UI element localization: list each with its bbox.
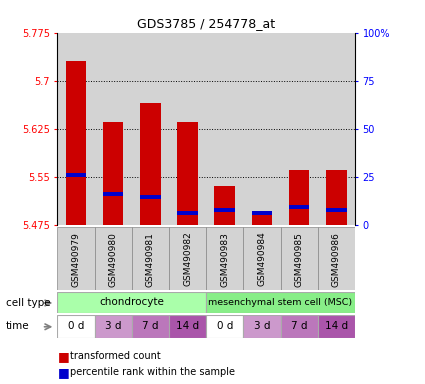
Bar [140,195,161,199]
Bar [317,315,355,338]
Text: 0 d: 0 d [68,321,84,331]
Bar [280,315,317,338]
Text: ■: ■ [57,350,69,363]
Bar [215,208,235,212]
Bar [57,315,94,338]
Bar [243,315,280,338]
Bar [326,170,346,225]
Bar [94,315,132,338]
Bar [326,208,346,212]
Bar [252,211,272,215]
Text: cell type: cell type [6,298,50,308]
Text: GSM490982: GSM490982 [183,232,192,286]
Text: chondrocyte: chondrocyte [99,297,164,308]
Bar [94,227,132,290]
Bar [94,33,132,225]
Bar [103,122,123,225]
Bar [57,33,94,225]
Bar [206,292,355,313]
Text: time: time [6,321,29,331]
Bar [132,315,169,338]
Bar [177,122,198,225]
Text: transformed count: transformed count [70,351,161,361]
Bar [132,227,169,290]
Bar [243,227,280,290]
Text: GSM490981: GSM490981 [146,232,155,286]
Text: ■: ■ [57,366,69,379]
Title: GDS3785 / 254778_at: GDS3785 / 254778_at [137,17,275,30]
Bar [243,33,280,225]
Bar [169,227,206,290]
Bar [280,33,317,225]
Text: GSM490979: GSM490979 [71,232,80,286]
Bar [289,205,309,209]
Text: 3 d: 3 d [105,321,122,331]
Text: percentile rank within the sample: percentile rank within the sample [70,367,235,377]
Bar [280,227,317,290]
Bar [206,33,243,225]
Bar [57,227,94,290]
Bar [66,173,86,177]
Text: mesenchymal stem cell (MSC): mesenchymal stem cell (MSC) [208,298,353,307]
Bar [66,61,86,225]
Bar [206,315,243,338]
Bar [317,33,355,225]
Bar [132,33,169,225]
Bar [169,315,206,338]
Bar [206,227,243,290]
Text: GSM490983: GSM490983 [220,232,229,286]
Bar [103,192,123,196]
Text: 0 d: 0 d [216,321,233,331]
Bar [140,103,161,225]
Text: GSM490985: GSM490985 [295,232,303,286]
Text: 3 d: 3 d [254,321,270,331]
Bar [317,227,355,290]
Text: 7 d: 7 d [142,321,159,331]
Bar [57,292,206,313]
Bar [169,33,206,225]
Text: 7 d: 7 d [291,321,307,331]
Bar [177,211,198,215]
Text: GSM490986: GSM490986 [332,232,341,286]
Text: GSM490984: GSM490984 [258,232,266,286]
Bar [289,170,309,225]
Text: 14 d: 14 d [325,321,348,331]
Text: 14 d: 14 d [176,321,199,331]
Bar [215,186,235,225]
Text: GSM490980: GSM490980 [109,232,118,286]
Bar [252,215,272,225]
